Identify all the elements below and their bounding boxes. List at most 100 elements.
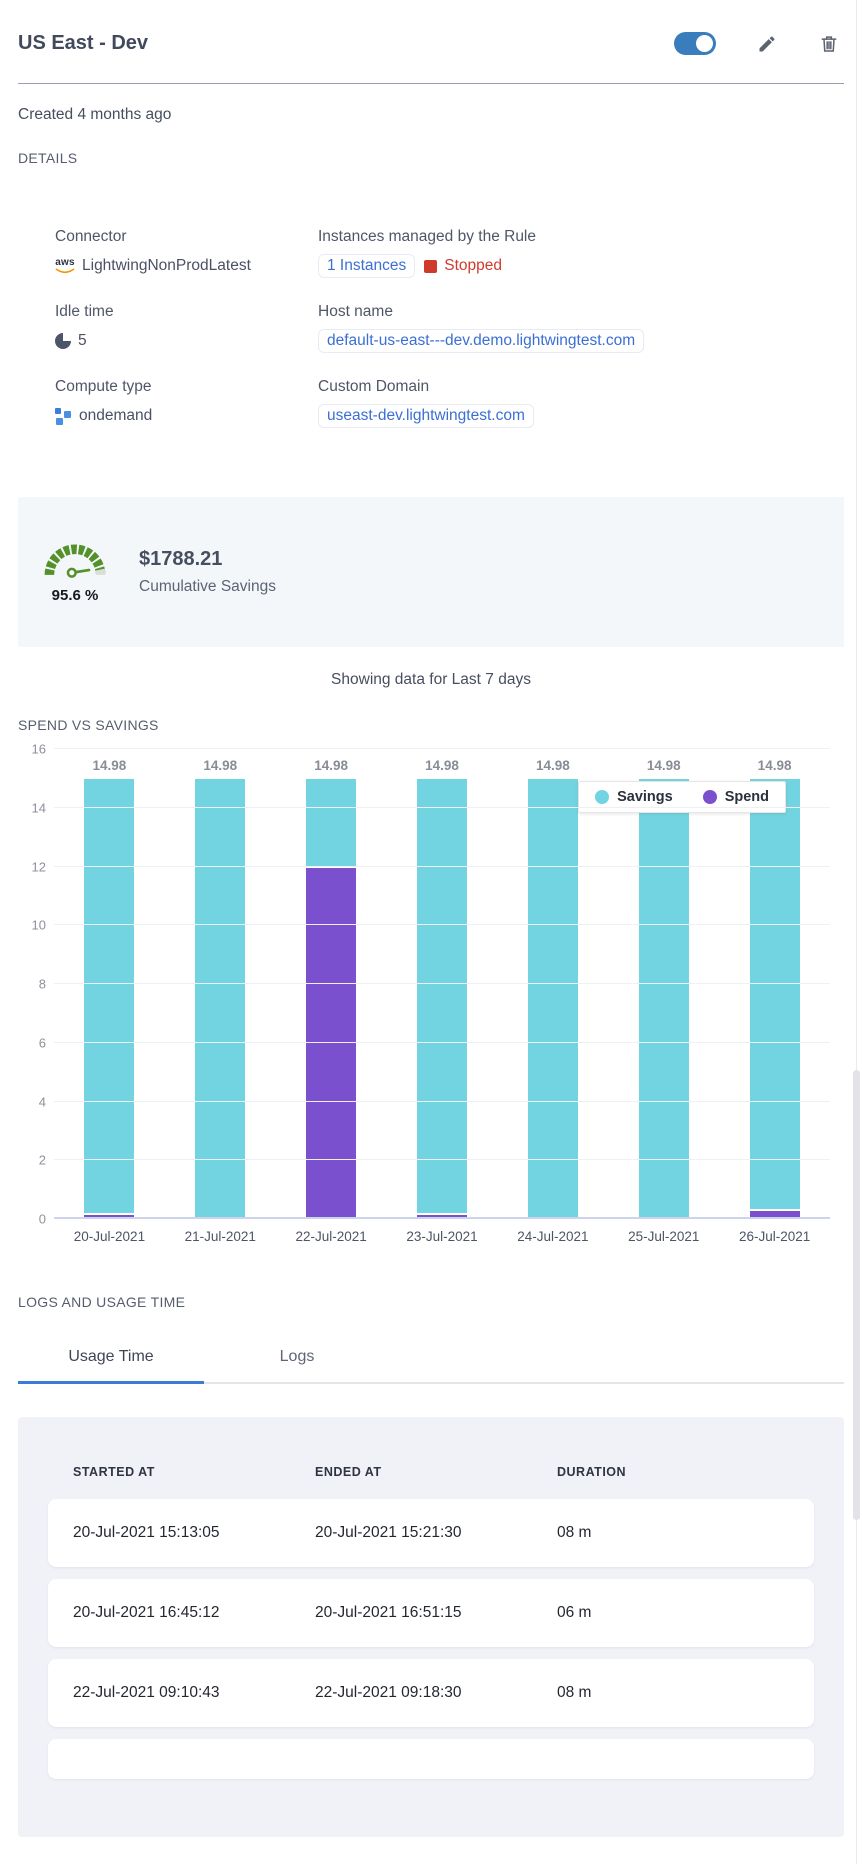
savings-segment xyxy=(527,778,578,1219)
stacked-bar xyxy=(84,749,135,1219)
idle-time-label: Idle time xyxy=(55,303,114,320)
bars-container: 14.98 14.98 14.98 14.98 14.98 14.98 14.98 xyxy=(54,749,830,1219)
host-name-link[interactable]: default-us-east---dev.demo.lightwingtest… xyxy=(318,329,645,353)
bar-column-22-Jul-2021: 14.98 xyxy=(276,749,387,1219)
rule-enabled-toggle[interactable] xyxy=(674,32,716,55)
toggle-knob xyxy=(696,35,713,52)
header: US East - Dev xyxy=(18,0,844,55)
column-header: DURATION xyxy=(557,1465,627,1479)
connector-label: Connector xyxy=(55,228,127,245)
instances-link[interactable]: 1 Instances xyxy=(318,254,416,278)
instances-label: Instances managed by the Rule xyxy=(318,228,536,245)
gridline xyxy=(54,806,830,808)
scrollbar-thumb[interactable] xyxy=(853,1070,860,1520)
custom-domain-label: Custom Domain xyxy=(318,378,430,395)
detail-host-name: Host name default-us-east---dev.demo.lig… xyxy=(318,303,844,354)
page-title: US East - Dev xyxy=(18,32,149,54)
instances-status: Stopped xyxy=(444,257,503,274)
bar-column-25-Jul-2021: 14.98 xyxy=(608,749,719,1219)
spend-vs-savings-chart: 0 2 4 6 8 10 12 14 16 14.98 14.98 14.98 14.98 14.98 1… xyxy=(18,742,844,1244)
savings-segment xyxy=(306,778,357,868)
chart-y-axis: 0 2 4 6 8 10 12 14 16 xyxy=(18,742,54,1227)
bar-value-label: 14.98 xyxy=(92,757,127,773)
host-name-label: Host name xyxy=(318,303,393,320)
bar-value-label: 14.98 xyxy=(425,757,459,773)
x-tick-label: 23-Jul-2021 xyxy=(406,1229,478,1244)
gridline xyxy=(54,983,830,984)
stopped-status-icon xyxy=(424,259,438,273)
y-tick-label: 16 xyxy=(31,741,46,757)
compute-type-icon xyxy=(55,407,72,425)
gridline xyxy=(54,1041,830,1043)
tab-logs[interactable]: Logs xyxy=(279,1348,315,1365)
table-cell: 06 m xyxy=(557,1604,592,1621)
legend-label: Spend xyxy=(724,789,769,805)
savings-amount: $1788.21 xyxy=(139,548,223,570)
savings-segment xyxy=(195,778,246,1219)
y-tick-label: 12 xyxy=(31,859,46,874)
header-controls xyxy=(674,32,844,55)
logs-heading: LOGS AND USAGE TIME xyxy=(18,1294,186,1310)
stacked-bar xyxy=(749,749,800,1219)
table-cell: 22-Jul-2021 09:18:30 xyxy=(315,1684,462,1701)
legend-item-savings[interactable]: Savings xyxy=(595,789,673,805)
table-cell: 22-Jul-2021 09:10:43 xyxy=(73,1684,220,1701)
spend-segment xyxy=(306,867,357,1219)
stacked-bar xyxy=(306,749,357,1219)
created-text: Created 4 months ago xyxy=(18,106,172,123)
y-tick-label: 14 xyxy=(31,800,46,816)
delete-icon[interactable] xyxy=(818,33,840,55)
gridline xyxy=(54,748,830,749)
gridline xyxy=(54,865,830,867)
period-note: Showing data for Last 7 days xyxy=(331,671,531,688)
legend-label: Savings xyxy=(617,789,673,805)
legend-item-spend[interactable]: Spend xyxy=(702,789,769,805)
table-cell: 20-Jul-2021 16:51:15 xyxy=(315,1604,462,1621)
savings-percent: 95.6 % xyxy=(51,586,99,604)
stacked-bar xyxy=(195,749,246,1219)
savings-segment xyxy=(84,778,135,1215)
scrollbar-track xyxy=(856,0,857,1864)
edit-icon[interactable] xyxy=(756,33,778,55)
savings-legend-dot-icon xyxy=(595,790,610,804)
bar-column-21-Jul-2021: 14.98 xyxy=(165,749,276,1219)
usage-table-rows: 20-Jul-2021 15:13:05 20-Jul-2021 15:21:30… xyxy=(48,1499,814,1779)
gridline xyxy=(54,1159,830,1161)
y-tick-label: 6 xyxy=(38,1035,46,1051)
savings-gauge: 95.6 % xyxy=(37,541,113,604)
table-cell: 20-Jul-2021 15:13:05 xyxy=(73,1524,220,1541)
bar-value-label: 14.98 xyxy=(535,757,570,773)
spend-segment xyxy=(84,1214,135,1219)
stacked-bar xyxy=(417,749,467,1219)
custom-domain-link[interactable]: useast-dev.lightwingtest.com xyxy=(318,404,534,428)
clock-icon xyxy=(55,333,71,349)
gridline xyxy=(54,924,830,926)
stacked-bar xyxy=(527,749,578,1219)
column-header: STARTED AT xyxy=(73,1465,155,1479)
x-axis-line xyxy=(54,1217,830,1219)
chart-heading: SPEND VS SAVINGS xyxy=(18,717,159,733)
bar-value-label: 14.98 xyxy=(314,757,349,773)
compute-type-label: Compute type xyxy=(55,378,152,395)
usage-table-panel: STARTED AT ENDED AT DURATION 20-Jul-2021 1… xyxy=(18,1417,844,1837)
tab-usage-time[interactable]: Usage Time xyxy=(18,1348,204,1384)
detail-compute-type: Compute type ondemand xyxy=(55,378,318,429)
spend-legend-dot-icon xyxy=(702,790,717,804)
table-cell: 20-Jul-2021 15:21:30 xyxy=(315,1524,462,1541)
bar-value-label: 14.98 xyxy=(757,757,792,773)
bar-value-label: 14.98 xyxy=(203,757,238,773)
gauge-arc-icon xyxy=(44,543,106,578)
savings-segment xyxy=(638,778,689,1219)
table-cell: 08 m xyxy=(557,1524,592,1541)
table-cell: 08 m xyxy=(557,1684,592,1701)
spend-segment xyxy=(749,1210,800,1219)
chart-x-axis: 20-Jul-2021 21-Jul-2021 22-Jul-2021 23-Jul-… xyxy=(54,1219,830,1244)
stacked-bar xyxy=(638,749,689,1219)
table-row-partial xyxy=(48,1739,814,1779)
aws-icon: aws xyxy=(55,258,75,274)
connector-value: LightwingNonProdLatest xyxy=(82,257,251,274)
savings-segment xyxy=(749,778,800,1211)
spend-segment xyxy=(417,1214,467,1219)
bar-value-label: 14.98 xyxy=(646,757,681,773)
